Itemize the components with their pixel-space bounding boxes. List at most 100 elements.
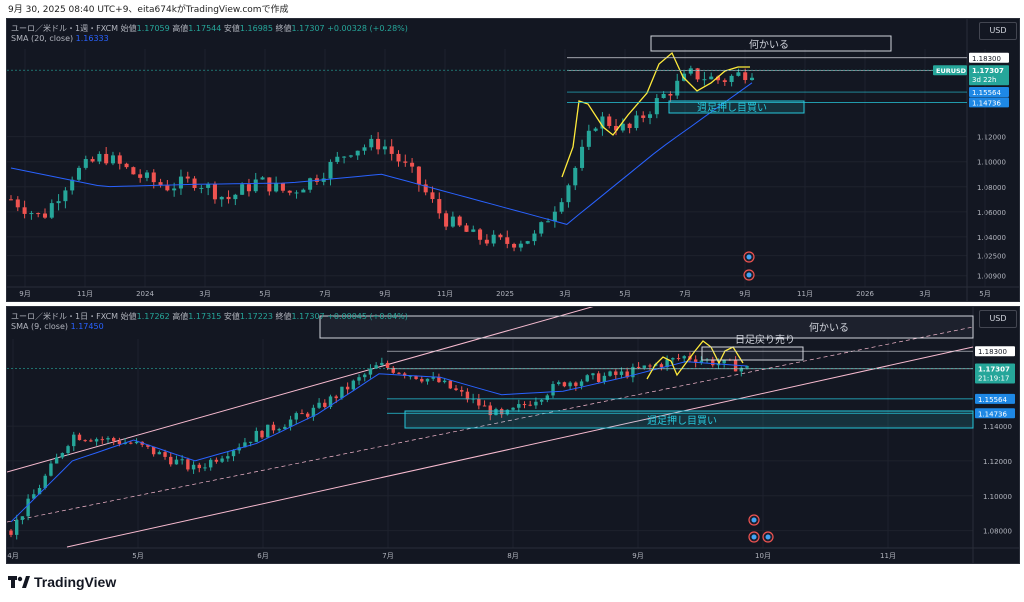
weekly-lower-box-label: 週足押し目買い [697, 101, 767, 114]
candle [437, 376, 441, 383]
candle [600, 116, 605, 129]
level-tag-value: 1.14736 [972, 99, 1001, 107]
candle [100, 439, 104, 441]
candle [243, 442, 247, 448]
event-icon-dot [751, 517, 757, 523]
candle [636, 366, 641, 368]
candle [659, 364, 664, 368]
tradingview-logo-icon [8, 576, 30, 588]
candle [580, 146, 585, 168]
candle [557, 382, 561, 385]
candle [631, 366, 635, 378]
candle [157, 452, 162, 455]
candle [499, 409, 504, 415]
symbol-tag [933, 65, 967, 76]
weekly-lower-box [668, 100, 805, 114]
candle [90, 159, 95, 162]
candle [414, 375, 418, 380]
high-value: 1.17315 [188, 312, 222, 321]
level-tag-value: 1.18300 [972, 55, 1001, 63]
candle [345, 386, 350, 390]
sma-value: 1.16333 [75, 34, 109, 43]
daily-chart-canvas[interactable]: 1.14000 1.12000 1.10000 1.08000 4月 5月 6月 7月 8月 9月… [7, 307, 1019, 563]
candle [608, 371, 612, 376]
tradingview-logo[interactable]: TradingView [8, 574, 116, 590]
candle [83, 159, 88, 168]
candle [695, 68, 700, 80]
candle [212, 184, 217, 200]
candle [328, 396, 333, 407]
candle [739, 367, 743, 372]
x-tick-label: 3月 [919, 290, 930, 298]
x-tick-label: 7月 [679, 290, 690, 298]
candle [355, 150, 360, 156]
daily-symbol: ユーロ／米ドル・1日・FXCM [11, 312, 119, 321]
candle [586, 130, 591, 147]
level-tag [975, 408, 1015, 419]
y-tick-label: 1.04000 [977, 234, 1006, 242]
candle [403, 161, 408, 163]
high-label: 高値 [172, 312, 189, 321]
x-tick-label: 9月 [19, 290, 30, 298]
high-label: 高値 [172, 24, 189, 33]
candle [280, 182, 285, 191]
candle [20, 516, 25, 520]
candle [450, 216, 455, 227]
candle [532, 233, 537, 242]
candle [478, 229, 483, 240]
candle [551, 384, 555, 396]
currency-button[interactable]: USD [979, 22, 1017, 40]
candle [688, 68, 693, 74]
y-tick-label: 1.12000 [977, 134, 1006, 142]
weekly-symbol: ユーロ／米ドル・1週・FXCM [11, 24, 119, 33]
weekly-chart-panel[interactable]: 1.12000 1.10000 1.08000 1.06000 1.04000 1.025… [6, 18, 1020, 302]
candle [178, 176, 183, 189]
candle [254, 430, 259, 442]
candle [219, 196, 224, 200]
candle [448, 380, 453, 389]
x-tick-label: 5月 [132, 552, 143, 560]
y-tick-label: 1.08000 [983, 528, 1012, 536]
x-tick-label: 5月 [259, 290, 270, 298]
candle [593, 128, 598, 131]
daily-sma-legend[interactable]: SMA (9, close) 1.17450 [11, 322, 104, 331]
candle [425, 378, 430, 382]
sma-value: 1.17450 [70, 322, 104, 331]
candle [323, 402, 327, 407]
candle [283, 426, 287, 430]
candle [525, 241, 530, 244]
candle [70, 179, 75, 191]
x-tick-label: 4月 [7, 552, 18, 560]
level-tag-value: 1.18300 [978, 348, 1007, 356]
x-tick-label: 11月 [437, 290, 453, 298]
candle [416, 166, 421, 185]
y-tick-label: 1.06000 [977, 209, 1006, 217]
x-tick-label: 9月 [739, 290, 750, 298]
candle [233, 194, 238, 200]
currency-button[interactable]: USD [979, 310, 1017, 328]
candle [512, 243, 517, 248]
y-tick-label: 1.02500 [977, 253, 1006, 261]
candle [546, 221, 551, 223]
candle [488, 405, 492, 416]
candle [340, 386, 344, 399]
weekly-chart-canvas[interactable]: 1.12000 1.10000 1.08000 1.06000 1.04000 1.025… [7, 19, 1019, 301]
candle [374, 365, 378, 369]
daily-chart-panel[interactable]: 1.14000 1.12000 1.10000 1.08000 4月 5月 6月 7月 8月 9月… [6, 306, 1020, 564]
candle [437, 199, 442, 214]
low-label: 安値 [223, 312, 240, 321]
candle [208, 459, 213, 468]
candle [559, 202, 564, 212]
y-tick-label: 1.10000 [983, 493, 1012, 501]
candle [32, 494, 36, 499]
candle [56, 201, 61, 204]
candle [614, 125, 619, 131]
price-tag-value: 1.17307 [972, 67, 1004, 75]
symbol-tag-label: EURUSD [936, 67, 967, 75]
countdown-value: 3d 22h [972, 76, 996, 84]
candle [328, 161, 333, 179]
snapshot-header: 9月 30, 2025 08:40 UTC+9、eita674kがTrading… [8, 5, 289, 15]
candle [420, 379, 424, 382]
candle [702, 79, 707, 81]
weekly-sma-legend[interactable]: SMA (20, close) 1.16333 [11, 34, 109, 43]
